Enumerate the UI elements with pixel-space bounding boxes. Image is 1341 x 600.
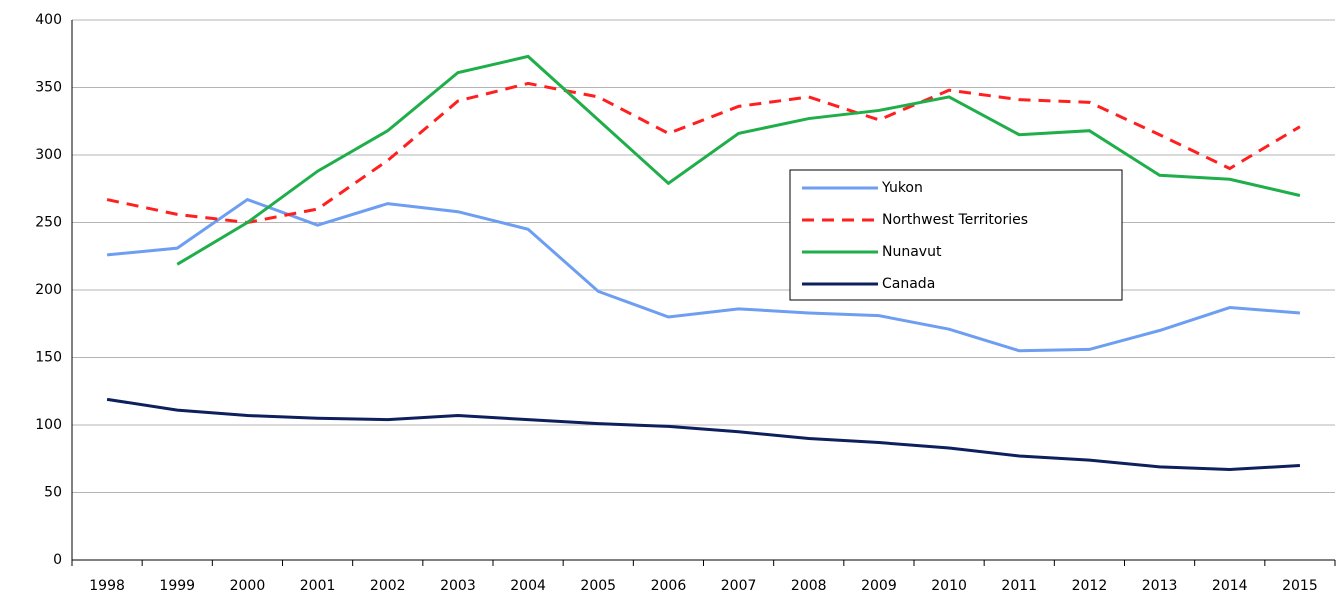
x-tick-label: 2011 — [1001, 578, 1037, 594]
x-tick-label: 2007 — [721, 578, 757, 594]
legend: Yukon Northwest Territories Nunavut Canada — [789, 169, 1123, 301]
y-tick-label: 150 — [35, 350, 62, 366]
legend-label: Nunavut — [882, 244, 942, 260]
legend-box — [789, 169, 1123, 301]
series-line — [106, 397, 1301, 472]
x-tick-label: 2005 — [580, 578, 616, 594]
y-tick-label: 0 — [53, 552, 62, 568]
y-tick-label: 400 — [35, 12, 62, 28]
series-line — [106, 197, 1301, 353]
x-tick-label: 2009 — [861, 578, 897, 594]
x-tick-label: 2004 — [510, 578, 546, 594]
x-tick-label: 2013 — [1142, 578, 1178, 594]
x-tick-label: 1998 — [89, 578, 125, 594]
y-tick-label: 350 — [35, 80, 62, 96]
x-tick-label: 2003 — [440, 578, 476, 594]
x-tick-label: 2012 — [1072, 578, 1108, 594]
series-line — [106, 81, 1301, 225]
x-tick-label: 1999 — [159, 578, 195, 594]
x-tick-label: 2002 — [370, 578, 406, 594]
legend-label: Canada — [882, 276, 935, 292]
y-tick-label: 200 — [35, 282, 62, 298]
x-tick-label: 2010 — [931, 578, 967, 594]
y-tick-label: 100 — [35, 417, 62, 433]
series-line — [176, 54, 1301, 266]
y-tick-label: 300 — [35, 147, 62, 163]
y-tick-label: 50 — [44, 485, 62, 501]
x-tick-label: 2000 — [230, 578, 266, 594]
x-tick-label: 2014 — [1212, 578, 1248, 594]
x-tick-label: 2001 — [300, 578, 336, 594]
y-tick-label: 250 — [35, 215, 62, 231]
x-tick-label: 2008 — [791, 578, 827, 594]
x-tick-label: 2015 — [1282, 578, 1318, 594]
legend-label: Yukon — [881, 180, 923, 196]
legend-label: Northwest Territories — [882, 212, 1028, 228]
x-tick-label: 2006 — [651, 578, 687, 594]
